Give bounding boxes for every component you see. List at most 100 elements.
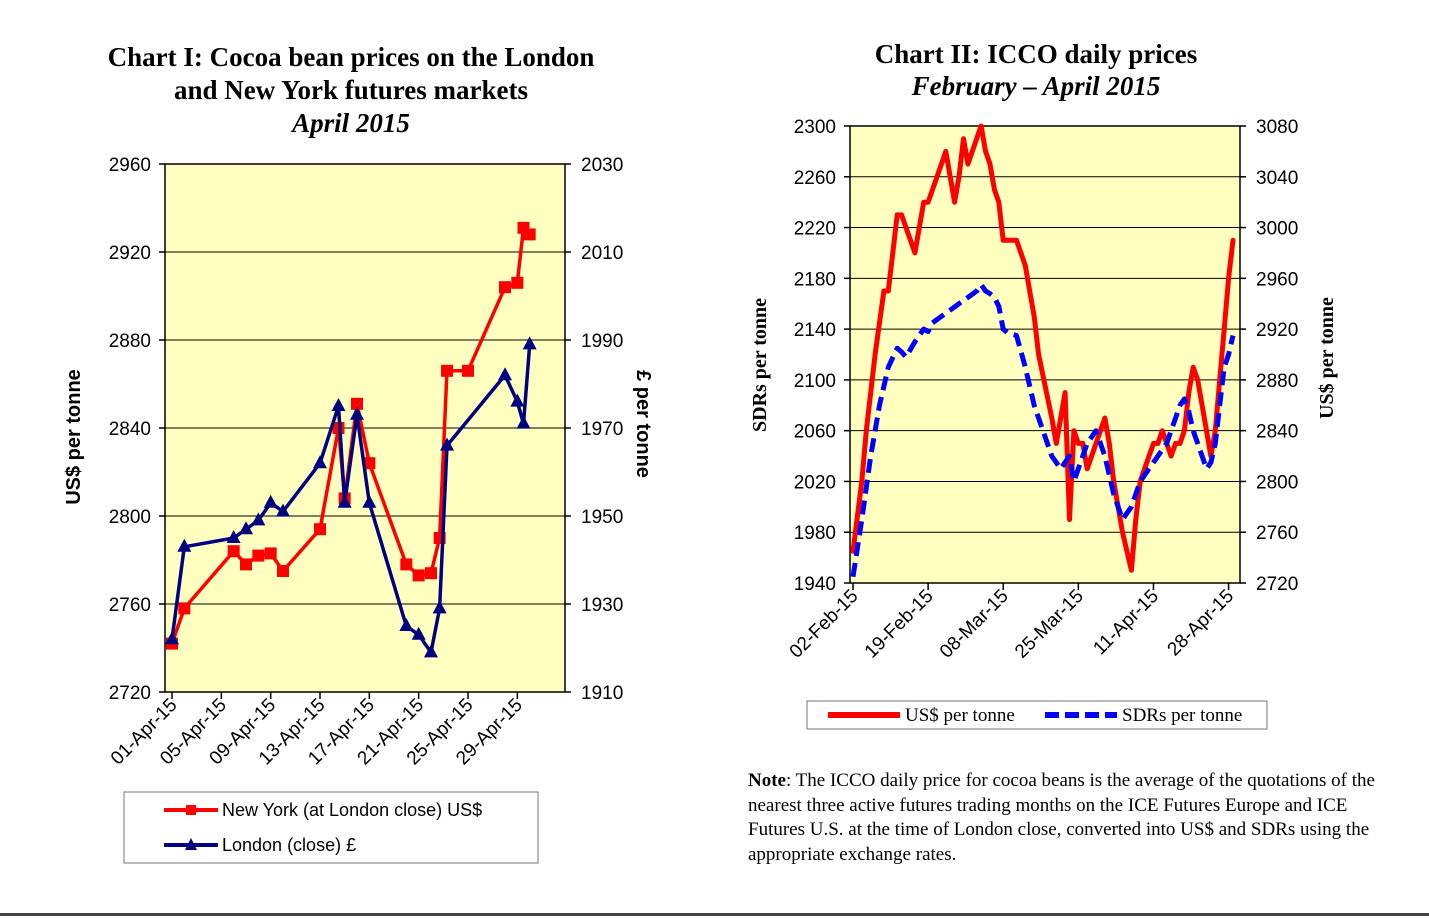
legend-london-marker — [185, 838, 197, 850]
y2-tick-label: 1970 — [581, 419, 623, 440]
y-tick-label: 2060 — [794, 422, 836, 443]
data-point-marker — [523, 228, 536, 241]
x-tick-label: 19-Feb-15 — [861, 586, 938, 663]
data-point-marker — [227, 545, 240, 558]
y2-tick-label: 1930 — [581, 595, 623, 616]
data-point-marker — [337, 494, 352, 508]
data-point-marker — [276, 503, 290, 517]
chart-2-y2-ticks: 2720 2760 2800 2840 2880 2920 2960 3000 3040 3080 — [1240, 117, 1298, 595]
data-point-marker — [441, 364, 454, 377]
y2-tick-label: 1990 — [581, 331, 623, 352]
data-point-marker — [263, 494, 278, 508]
chart-2-title: Chart II: ICCO daily prices — [875, 39, 1198, 69]
chart-2-series — [850, 123, 1236, 578]
y2-tick-label: 1950 — [581, 507, 623, 528]
data-point-marker — [511, 276, 524, 289]
x-tick-label: 02-Feb-15 — [786, 586, 863, 663]
data-point-marker — [226, 530, 241, 543]
y2-tick-label: 2030 — [581, 155, 623, 176]
y-tick-label: 2880 — [109, 331, 151, 352]
data-point-marker — [362, 494, 377, 508]
chart-1-y-axis-label: US$ per tonne — [63, 369, 85, 505]
y2-tick-label: 2880 — [1256, 371, 1298, 392]
data-point-marker — [425, 567, 437, 580]
data-point-marker — [264, 547, 277, 560]
data-point-marker — [351, 397, 363, 410]
data-point-marker — [239, 521, 253, 535]
data-point-marker — [412, 569, 425, 582]
series-line-1 — [850, 123, 1236, 573]
chart-1-y2-ticks: 1910 1930 1950 1970 1990 2010 2030 — [565, 155, 623, 704]
y-tick-label: 2180 — [794, 269, 836, 290]
y-tick-label: 2020 — [794, 472, 836, 493]
y2-tick-label: 2920 — [1256, 320, 1298, 341]
data-point-marker — [411, 626, 426, 640]
y2-tick-label: 3000 — [1256, 219, 1298, 240]
data-point-marker — [350, 406, 364, 420]
chart-2-y-ticks: 1940 1980 2020 2060 2100 2140 2180 2220 2260 2300 — [794, 117, 850, 595]
y2-tick-label: 2800 — [1256, 472, 1298, 493]
y-tick-label: 2800 — [109, 507, 151, 528]
chart-2-subtitle: February – April 2015 — [911, 71, 1161, 101]
y2-tick-label: 2840 — [1256, 422, 1298, 443]
y2-tick-label: 2010 — [581, 243, 623, 264]
data-point-marker — [516, 415, 531, 429]
series-line-1 — [170, 226, 532, 646]
x-tick-label: 08-Mar-15 — [936, 586, 1013, 663]
y-tick-label: 1940 — [794, 574, 836, 595]
chart-1-gridlines — [165, 251, 565, 605]
y-tick-label: 2220 — [794, 219, 836, 240]
data-point-marker — [165, 631, 179, 645]
chart-2-y2-axis-label: US$ per tonne — [1316, 297, 1338, 419]
chart-1-subtitle: April 2015 — [290, 108, 410, 138]
y2-tick-label: 2760 — [1256, 523, 1298, 544]
y-tick-label: 2140 — [794, 320, 836, 341]
data-point-marker — [277, 565, 289, 577]
legend-usd-label: US$ per tonne — [905, 705, 1015, 726]
y2-tick-label: 2960 — [1256, 269, 1298, 290]
chart-1: Chart I: Cocoa bean prices on the London… — [63, 42, 654, 864]
page-divider — [0, 913, 1429, 916]
data-point-marker — [178, 602, 191, 615]
chart-2-y-axis-label: SDRs per tonne — [749, 298, 771, 432]
y-tick-label: 2840 — [109, 419, 151, 440]
series-line-2 — [850, 282, 1236, 578]
y-tick-label: 2960 — [109, 155, 151, 176]
data-point-marker — [331, 398, 346, 411]
x-tick-label: 28-Apr-15 — [1164, 586, 1239, 661]
chart-1-series — [165, 221, 537, 658]
data-point-marker — [432, 600, 447, 614]
chart-1-legend-box — [123, 791, 539, 864]
data-point-marker — [440, 437, 455, 451]
data-point-marker — [240, 558, 252, 571]
y2-tick-label: 3040 — [1256, 168, 1298, 189]
y-tick-label: 2100 — [794, 371, 836, 392]
y2-tick-label: 2720 — [1256, 574, 1298, 595]
data-point-marker — [251, 512, 266, 526]
chart-2-legend: US$ per tonne SDRs per tonne — [806, 700, 1268, 730]
chart-1-x-ticks: 01-Apr-1505-Apr-1509-Apr-1513-Apr-1517-A… — [107, 692, 527, 769]
legend-ny-marker — [186, 805, 196, 815]
data-point-marker — [314, 523, 326, 536]
x-tick-label: 11-Apr-15 — [1089, 586, 1163, 660]
note-paragraph: Note: The ICCO daily price for cocoa bea… — [748, 769, 1388, 867]
data-point-marker — [363, 457, 376, 470]
data-point-marker — [498, 367, 512, 381]
y-tick-label: 1980 — [794, 523, 836, 544]
legend-london-label: London (close) £ — [222, 835, 356, 855]
y-tick-label: 2920 — [109, 243, 151, 264]
chart-2-plot-area — [849, 125, 1241, 584]
x-tick-label: 25-Mar-15 — [1011, 586, 1088, 663]
data-point-marker — [510, 393, 525, 407]
y-tick-label: 2720 — [109, 683, 151, 704]
chart-1-legend: New York (at London close) US$ London (c… — [123, 791, 539, 864]
legend-sdr-label: SDRs per tonne — [1122, 705, 1242, 726]
chart-1-y-ticks: 2720 2760 2800 2840 2880 2920 2960 — [109, 155, 165, 704]
y-tick-label: 2760 — [109, 595, 151, 616]
data-point-marker — [522, 336, 537, 350]
data-point-marker — [177, 538, 192, 552]
data-point-marker — [399, 618, 414, 631]
note-text: : The ICCO daily price for cocoa beans i… — [748, 770, 1375, 865]
